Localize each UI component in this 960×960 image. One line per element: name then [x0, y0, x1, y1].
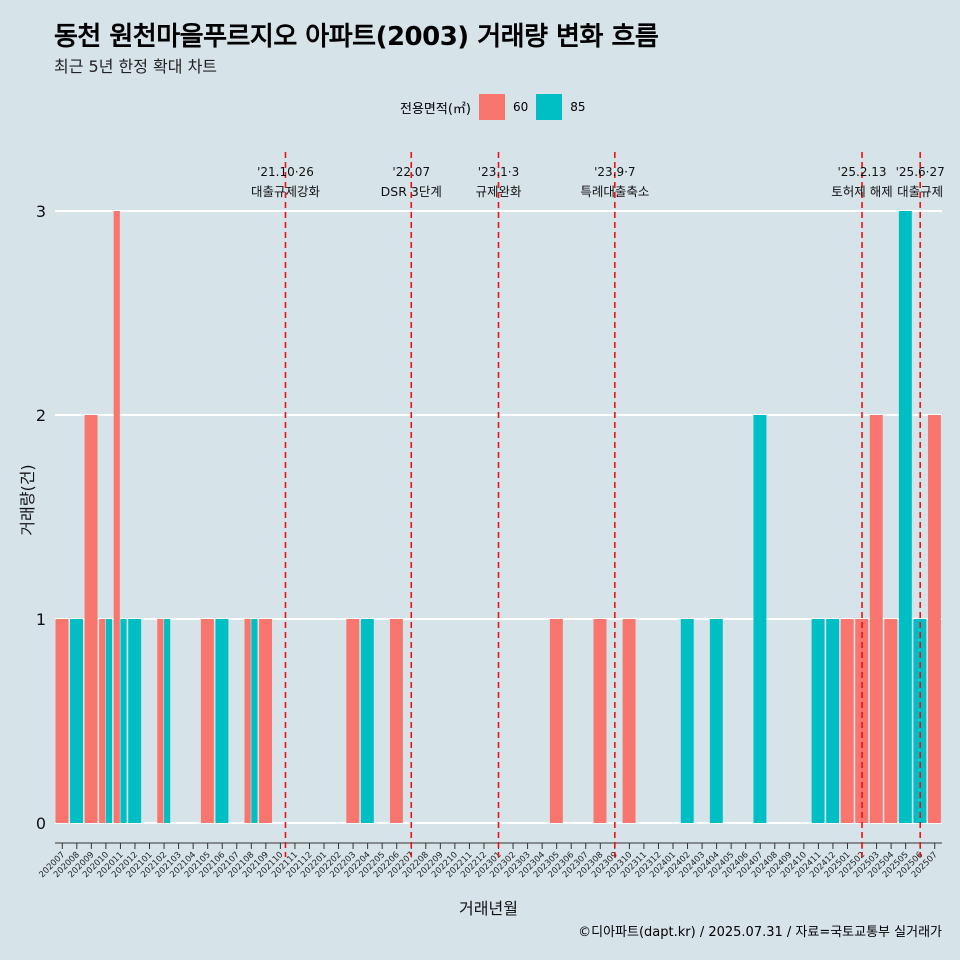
- bar-85-202506: [913, 619, 927, 823]
- event-name-label: 규제완화: [475, 184, 522, 199]
- event-date-label: '25.2.13: [837, 165, 886, 179]
- bar-85-202008: [70, 619, 83, 823]
- event-date-label: '22.07: [392, 165, 430, 179]
- bar-85-202402: [680, 619, 694, 823]
- bar-60-202504: [884, 619, 898, 823]
- bar-85-202011: [120, 619, 127, 823]
- event-name-label: 대출규제: [897, 184, 943, 199]
- y-axis-title: 거래량(건): [18, 464, 37, 535]
- chart-subtitle: 최근 5년 한정 확대 차트: [54, 57, 218, 76]
- legend-swatch-60: [478, 94, 505, 120]
- bar-60-202305: [549, 619, 563, 823]
- x-axis-title: 거래년월: [459, 899, 518, 918]
- bar-60-202108: [244, 619, 251, 823]
- event-date-label: '25.6·27: [896, 165, 945, 179]
- bar-60-202102: [157, 619, 164, 823]
- bar-85-202412: [826, 619, 840, 823]
- bar-60-202310: [622, 619, 636, 823]
- y-tick-label: 1: [36, 610, 46, 629]
- event-name-label: 토허제 해제: [831, 184, 892, 199]
- bar-60-202501: [840, 619, 854, 823]
- event-date-label: '23.1·3: [478, 165, 519, 179]
- bar-85-202102: [164, 619, 171, 823]
- bar-85-202010: [105, 619, 113, 823]
- bar-85-202108: [251, 619, 258, 823]
- bar-60-202007: [55, 619, 69, 823]
- legend-label-85: 85: [570, 100, 586, 114]
- event-date-label: '23.9·7: [594, 165, 635, 179]
- bar-60-202105: [200, 619, 214, 823]
- legend-label-60: 60: [512, 100, 529, 114]
- bar-85-202012: [128, 619, 142, 823]
- bar-60-202503: [869, 415, 883, 823]
- bar-60-202308: [593, 619, 607, 823]
- event-name-label: DSR 3단계: [381, 184, 442, 199]
- source-caption: ©디아파트(dapt.kr) / 2025.07.31 / 자료=국토교통부 실…: [578, 925, 942, 940]
- bar-60-202203: [346, 619, 360, 823]
- chart-title: 동천 원천마을푸르지오 아파트(2003) 거래량 변화 흐름: [54, 22, 659, 52]
- y-tick-label: 3: [36, 202, 46, 221]
- bar-85-202204: [360, 619, 374, 823]
- bar-85-202407: [753, 415, 767, 823]
- legend-title: 전용면적(㎡): [400, 101, 471, 117]
- legend: 전용면적(㎡) 60 85: [400, 93, 594, 121]
- bar-85-202106: [215, 619, 229, 823]
- bar-60-202507: [927, 415, 941, 823]
- y-tick-label: 2: [36, 406, 46, 425]
- bar-60-202109: [259, 619, 273, 823]
- bar-85-202411: [811, 619, 825, 823]
- event-date-label: '21.10·26: [257, 165, 314, 179]
- bar-60-202011: [113, 211, 120, 823]
- event-name-label: 특례대출축소: [580, 184, 649, 199]
- bar-60-202502: [855, 619, 869, 823]
- event-name-label: 대출규제강화: [251, 184, 321, 199]
- y-tick-label: 0: [36, 814, 46, 833]
- bar-60-202010: [99, 619, 106, 823]
- legend-swatch-85: [536, 94, 563, 120]
- bar-60-202206: [389, 619, 403, 823]
- bar-85-202404: [709, 619, 723, 823]
- bar-60-202009: [84, 415, 98, 823]
- bar-85-202505: [898, 211, 912, 823]
